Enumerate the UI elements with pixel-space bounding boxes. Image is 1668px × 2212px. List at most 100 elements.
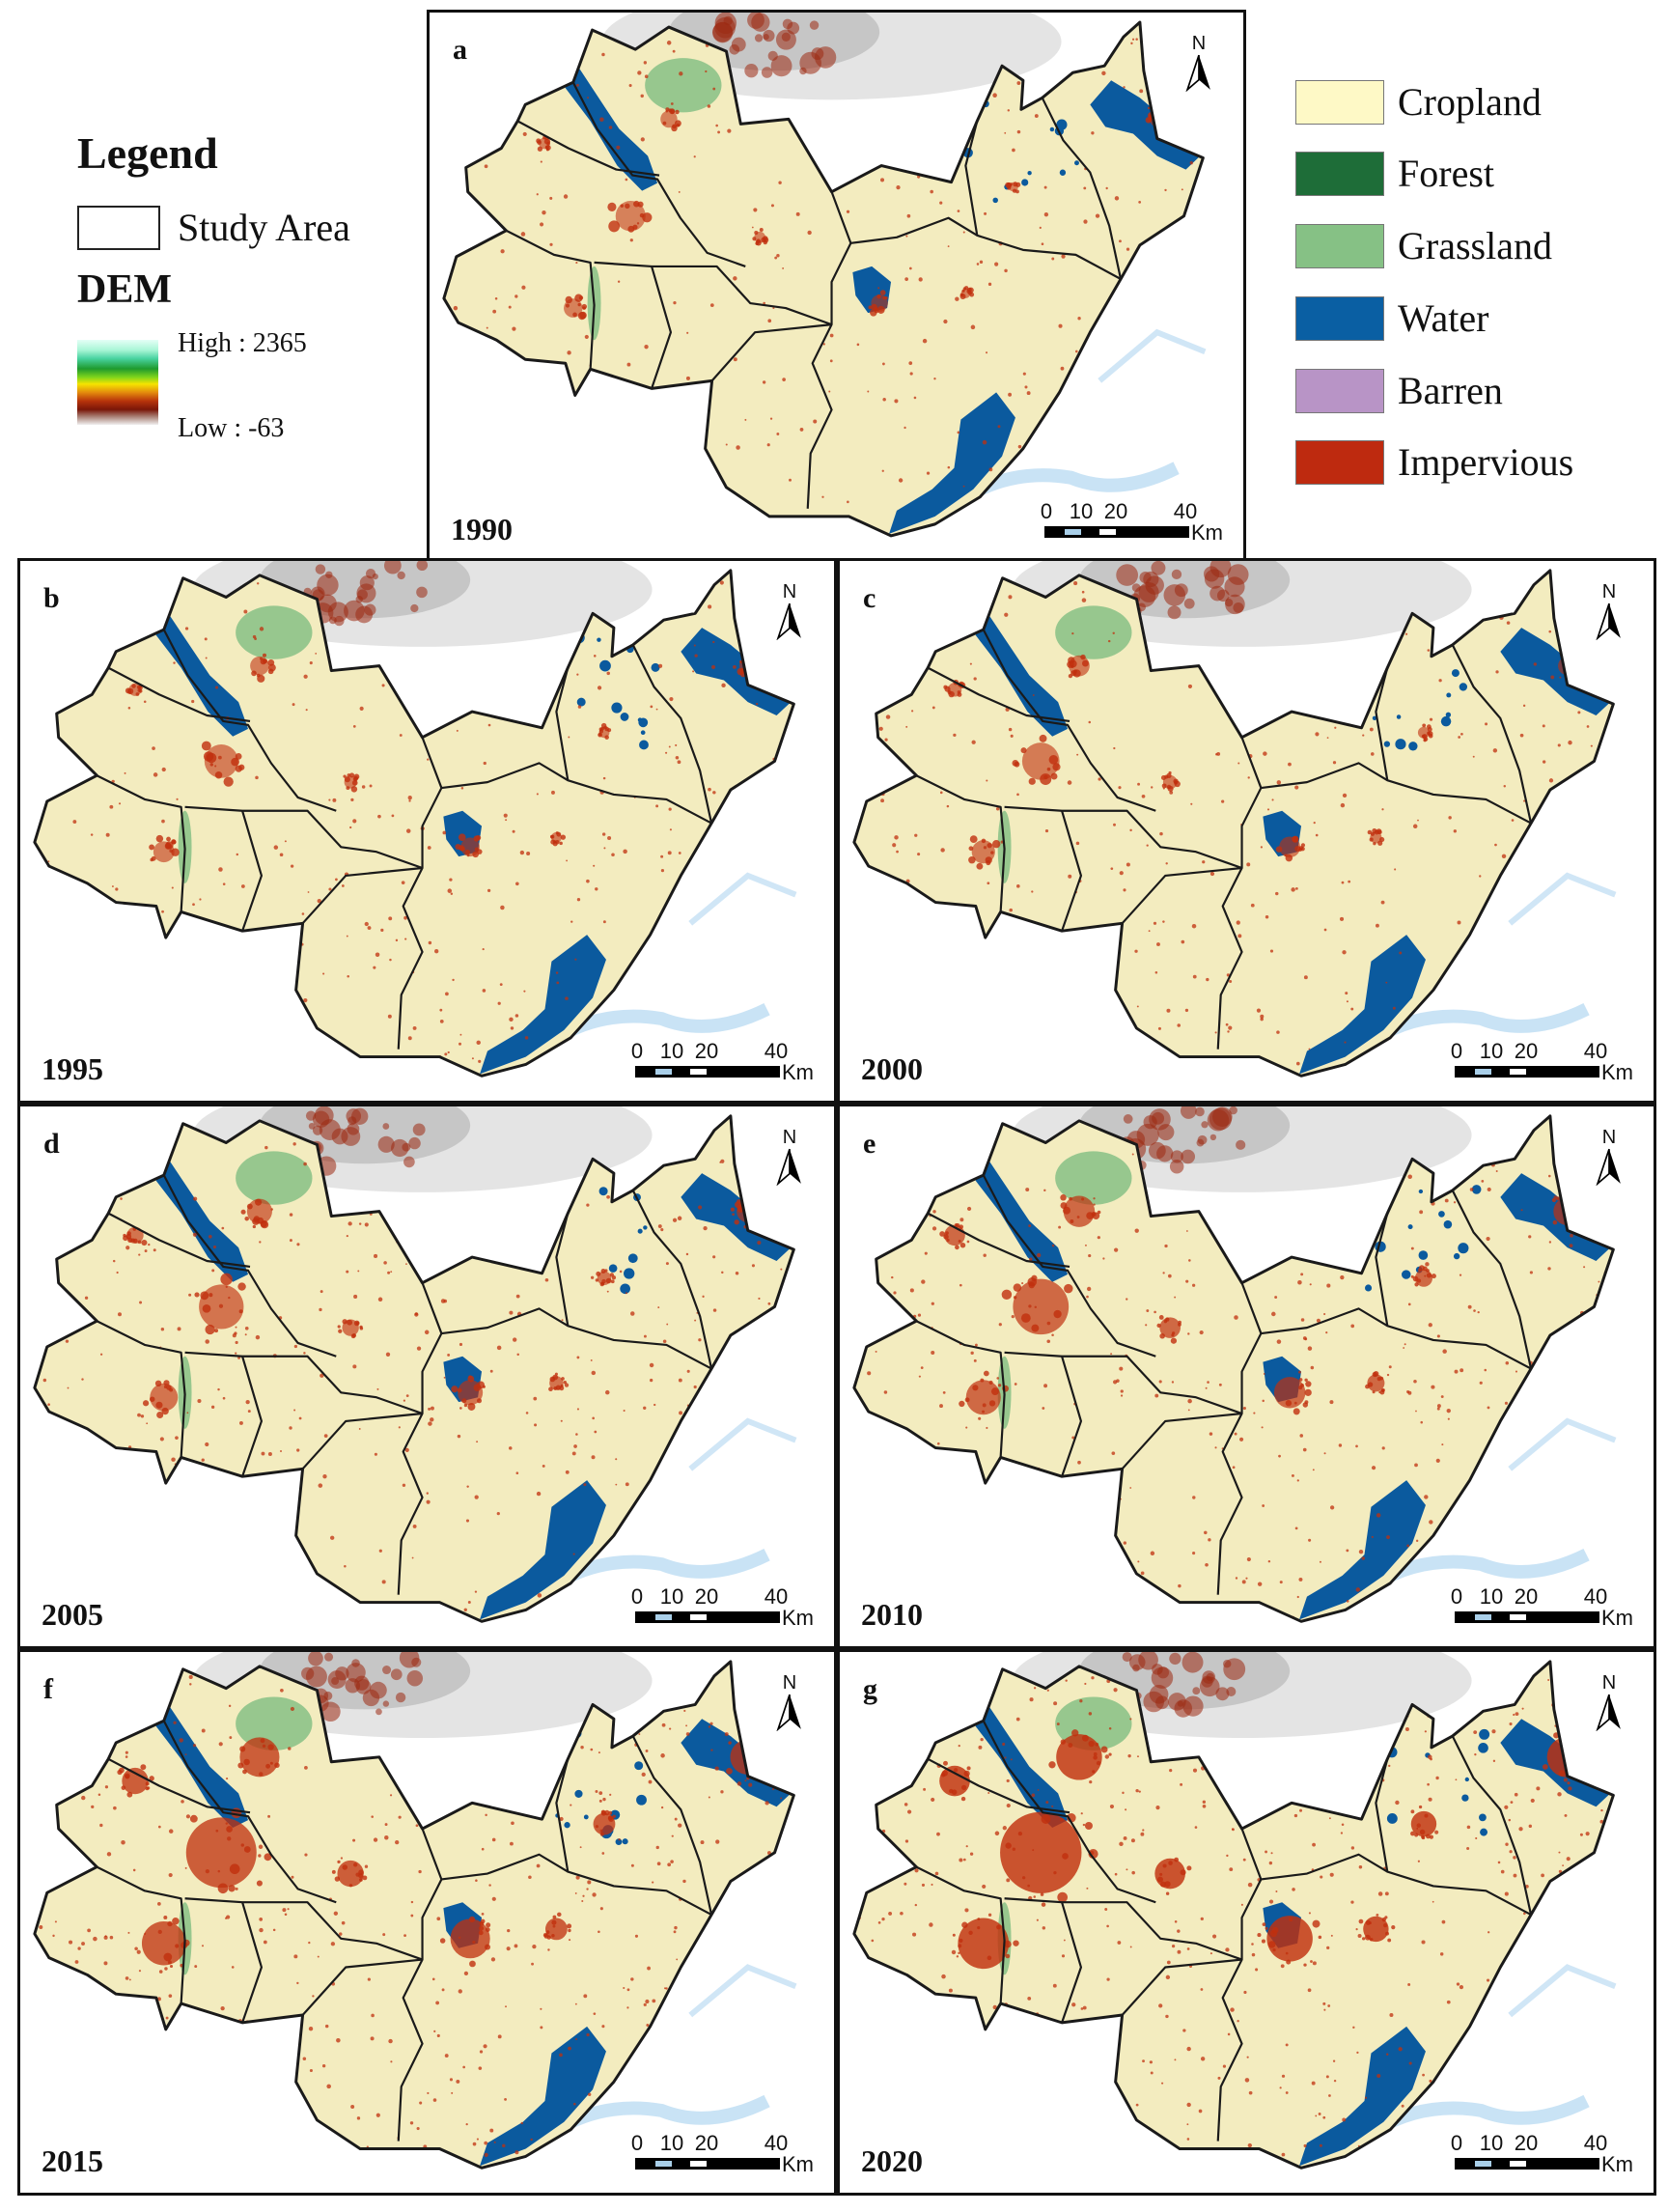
rural-settlement	[1168, 1274, 1172, 1278]
rural-settlement	[308, 2026, 314, 2031]
district-boundary	[162, 1174, 337, 1358]
rural-settlement	[65, 1339, 70, 1343]
dem-high-relief	[346, 1663, 366, 1683]
rural-settlement	[502, 2143, 506, 2148]
grassland-swatch	[1295, 223, 1384, 268]
urban-fringe	[486, 1922, 491, 1928]
rural-settlement	[882, 362, 885, 366]
rural-settlement	[173, 661, 176, 664]
rural-settlement	[1129, 1718, 1132, 1721]
rural-settlement	[962, 1858, 966, 1862]
rural-settlement	[920, 1366, 924, 1370]
grassland-patch	[645, 58, 722, 113]
rural-settlement	[258, 1854, 262, 1858]
rural-settlement	[1177, 1949, 1182, 1954]
rural-settlement	[717, 130, 721, 134]
rural-settlement	[698, 1205, 703, 1210]
panel-letter: a	[453, 34, 467, 66]
rural-settlement	[1126, 247, 1130, 251]
rural-settlement	[1111, 1451, 1116, 1455]
rural-settlement	[341, 884, 345, 887]
urban-fringe	[468, 1916, 476, 1923]
rural-settlement	[1278, 1454, 1281, 1458]
forest-swatch	[1295, 151, 1384, 196]
rural-settlement	[957, 431, 960, 434]
rural-settlement	[1486, 1236, 1490, 1242]
rural-settlement	[1298, 1370, 1301, 1374]
rural-settlement	[385, 1352, 391, 1357]
district-boundary	[96, 1865, 186, 2004]
urban-fringe	[1304, 1400, 1309, 1405]
rural-settlement	[93, 1936, 97, 1942]
rural-settlement	[159, 1437, 164, 1442]
rural-settlement	[1107, 639, 1111, 643]
rural-settlement	[736, 445, 740, 450]
small-pond	[636, 1794, 647, 1806]
rural-settlement	[1357, 1934, 1362, 1939]
scale-tick: 40	[1583, 1584, 1608, 1609]
urban-fringe	[202, 1303, 211, 1313]
rural-settlement	[1275, 1890, 1278, 1893]
rural-settlement	[1011, 1315, 1015, 1319]
rural-settlement	[1508, 1818, 1512, 1822]
dem-high-relief	[347, 1122, 360, 1135]
rural-settlement	[508, 1446, 513, 1450]
rural-settlement	[707, 104, 711, 108]
rural-settlement	[1406, 1389, 1410, 1394]
urban-fringe	[977, 1925, 981, 1930]
urban-fringe	[639, 212, 645, 218]
rural-settlement	[1415, 1410, 1417, 1413]
rural-settlement	[1046, 1339, 1051, 1344]
rural-settlement	[217, 1387, 220, 1391]
rural-settlement	[894, 399, 899, 404]
land-cover-map	[20, 1652, 834, 2193]
urban-fringe	[1300, 1384, 1304, 1387]
urban-fringe	[238, 1309, 243, 1314]
urban-fringe	[151, 855, 156, 861]
rural-settlement	[917, 1313, 922, 1317]
rural-settlement	[1039, 226, 1042, 230]
rural-settlement	[1385, 981, 1388, 984]
rural-settlement	[978, 1416, 982, 1420]
rural-settlement	[634, 1934, 639, 1938]
rural-settlement	[173, 1721, 177, 1724]
rural-settlement	[444, 2054, 449, 2058]
urban-fringe	[755, 239, 762, 246]
rural-settlement	[99, 1823, 103, 1828]
rural-settlement	[1158, 2003, 1163, 2008]
rural-settlement	[1568, 740, 1572, 745]
rural-settlement	[293, 1344, 298, 1349]
rural-settlement	[607, 835, 612, 841]
urban-fringe	[972, 1385, 979, 1391]
rural-settlement	[1016, 81, 1021, 85]
rural-settlement	[120, 1197, 123, 1200]
rural-settlement	[1377, 1891, 1383, 1896]
district-boundary	[850, 216, 978, 244]
rural-settlement	[996, 1377, 1000, 1380]
urban-fringe	[346, 786, 350, 791]
urban-fringe	[607, 728, 612, 733]
urban-fringe	[337, 1860, 341, 1863]
rural-settlement	[509, 1841, 514, 1846]
rural-settlement	[1519, 733, 1524, 738]
rural-settlement	[586, 1203, 590, 1207]
rural-settlement	[91, 1805, 95, 1808]
dem-high-relief	[382, 1666, 392, 1675]
rural-settlement	[1288, 762, 1292, 767]
rural-settlement	[460, 786, 464, 790]
urban-fringe	[552, 1915, 557, 1919]
district-boundary	[1121, 866, 1242, 925]
rural-settlement	[1084, 1682, 1087, 1686]
rural-settlement	[255, 775, 259, 780]
rural-settlement	[643, 2002, 647, 2006]
rural-settlement	[1247, 2142, 1252, 2148]
rural-settlement	[238, 1420, 243, 1425]
urban-fringe	[123, 1235, 128, 1242]
rural-settlement	[1088, 720, 1092, 724]
scale-tick: 40	[1583, 2131, 1608, 2155]
rural-settlement	[592, 1892, 597, 1897]
urban-fringe	[1558, 1770, 1566, 1777]
rural-settlement	[565, 996, 569, 1000]
urban-fringe	[172, 1918, 180, 1925]
rural-settlement	[692, 670, 695, 673]
